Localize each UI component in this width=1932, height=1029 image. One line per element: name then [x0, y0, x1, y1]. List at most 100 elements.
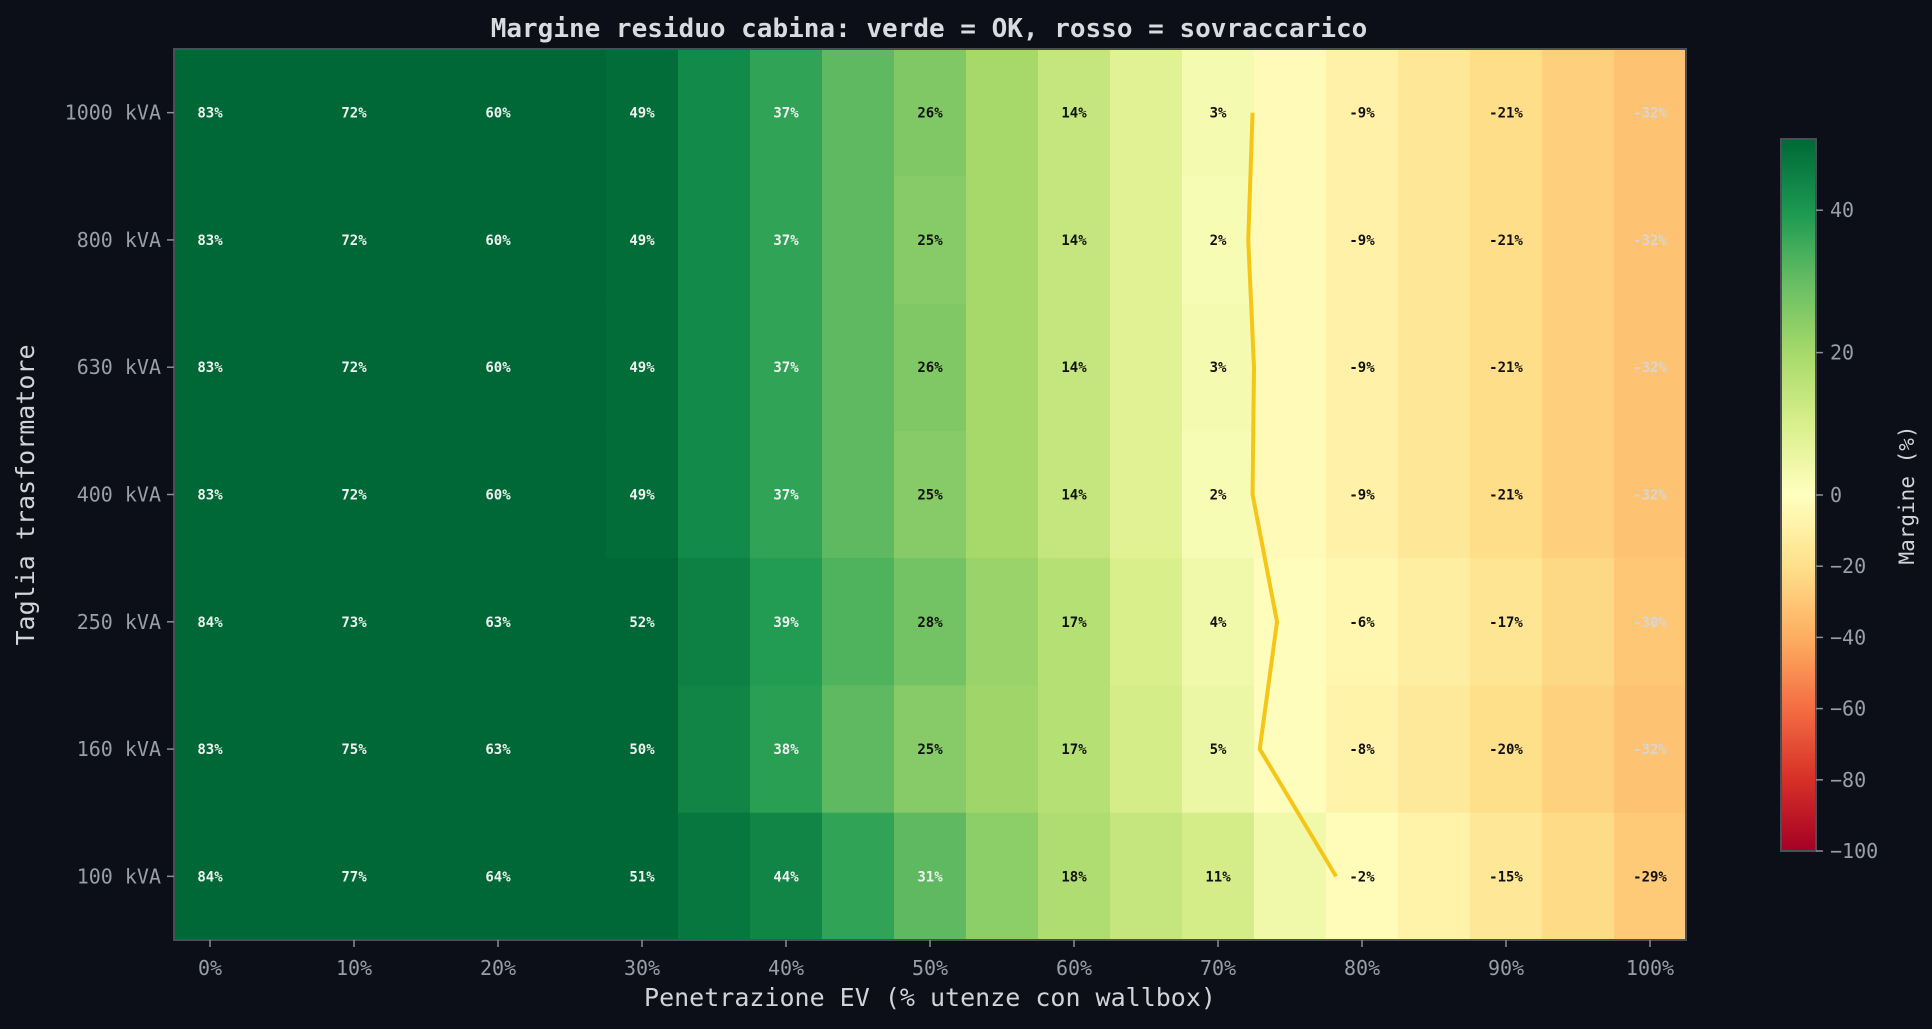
y-tick-label: 800 kVA: [77, 228, 161, 252]
heatmap-cell: [318, 176, 391, 305]
heatmap-cell: [1614, 812, 1687, 941]
cell-value-label: -21%: [1489, 106, 1523, 122]
heatmap-cell: [174, 430, 247, 559]
heatmap-cell: [1038, 303, 1111, 432]
heatmap-cell: [534, 558, 607, 686]
heatmap-cell: [894, 685, 967, 814]
heatmap-cell: [606, 303, 679, 432]
cell-value-label: 37%: [773, 106, 799, 122]
cell-value-label: -2%: [1349, 869, 1375, 885]
heatmap-cell: [894, 430, 967, 559]
y-tick-label: 1000 kVA: [65, 101, 161, 125]
heatmap-cell: [462, 685, 535, 814]
heatmap-cell: [822, 176, 895, 305]
heatmap-cell: [750, 685, 823, 814]
heatmap-cell: [246, 49, 319, 177]
cell-value-label: -8%: [1349, 742, 1375, 758]
cell-value-label: -30%: [1633, 615, 1667, 631]
cell-value-label: 3%: [1210, 106, 1227, 122]
colorbar-label: Margine (%): [1895, 425, 1919, 564]
heatmap-cell: [1254, 812, 1327, 941]
heatmap-cell: [1182, 176, 1255, 305]
heatmap-cell: [678, 558, 751, 686]
heatmap-cell: [1326, 303, 1399, 432]
cell-value-label: 72%: [341, 488, 367, 504]
heatmap-cell: [966, 176, 1039, 305]
heatmap-cell: [462, 558, 535, 686]
heatmap-cell: [966, 558, 1039, 686]
heatmap-cell: [1110, 685, 1183, 814]
cell-value-label: -9%: [1349, 488, 1375, 504]
y-tick-label: 250 kVA: [77, 610, 161, 634]
heatmap-cell: [246, 430, 319, 559]
colorbar-tick-label: −40: [1830, 625, 1866, 649]
cell-value-label: 73%: [341, 615, 367, 631]
cell-value-label: 84%: [197, 869, 223, 885]
heatmap-cell: [1542, 558, 1615, 686]
zero-margin-boundary-line: [1246, 112, 1338, 878]
heatmap-cell: [894, 558, 967, 686]
colorbar-tick-label: −100: [1830, 839, 1878, 863]
cell-value-label: -29%: [1633, 869, 1667, 885]
x-tick-label: 10%: [336, 956, 372, 980]
heatmap-cell: [750, 303, 823, 432]
heatmap-cell: [1470, 558, 1543, 686]
x-tick-label: 90%: [1488, 956, 1524, 980]
heatmap-cell: [606, 558, 679, 686]
heatmap-cell: [750, 558, 823, 686]
cell-annotations: 83% 72% 60% 49% 37% 26% 14% 3% -9% -21% -32% 83% 72%…: [197, 106, 1667, 886]
cell-value-label: 83%: [197, 233, 223, 249]
heatmap-cell: [246, 303, 319, 432]
heatmap-cell: [1326, 685, 1399, 814]
cell-value-label: -9%: [1349, 106, 1375, 122]
chart-title: Margine residuo cabina: verde = OK, ross…: [491, 14, 1368, 44]
y-tick-label: 630 kVA: [77, 355, 161, 379]
heatmap-cell: [1470, 685, 1543, 814]
y-axis-label: Taglia trasformatore: [11, 344, 40, 645]
heatmap-cell: [1614, 685, 1687, 814]
heatmap-cell: [678, 303, 751, 432]
heatmap-cell: [1110, 176, 1183, 305]
heatmap-cell: [1182, 49, 1255, 177]
x-tick-label: 100%: [1626, 956, 1674, 980]
cell-value-label: 37%: [773, 360, 799, 376]
colorbar: [1780, 138, 1817, 852]
cell-value-label: 63%: [485, 742, 511, 758]
heatmap-cell: [966, 685, 1039, 814]
cell-value-label: 5%: [1210, 742, 1227, 758]
cell-value-label: 37%: [773, 233, 799, 249]
heatmap-cell: [822, 558, 895, 686]
heatmap-cell: [318, 303, 391, 432]
colorbar-tick-label: −80: [1830, 768, 1866, 792]
heatmap-cell: [1614, 430, 1687, 559]
x-tick-label: 40%: [768, 956, 804, 980]
cell-value-label: 50%: [629, 742, 655, 758]
cell-value-label: 83%: [197, 488, 223, 504]
heatmap-cell: [1614, 303, 1687, 432]
cell-value-label: 18%: [1061, 869, 1087, 885]
cell-value-label: 83%: [197, 106, 223, 122]
heatmap-cell: [318, 558, 391, 686]
heatmap-cell: [318, 812, 391, 941]
heatmap-cell: [1038, 685, 1111, 814]
cell-value-label: 14%: [1061, 106, 1087, 122]
x-tick-label: 50%: [912, 956, 948, 980]
heatmap-cell: [1326, 49, 1399, 177]
heatmap-cell: [1110, 49, 1183, 177]
heatmap-cell: [1110, 303, 1183, 432]
cell-value-label: -21%: [1489, 233, 1523, 249]
heatmap-cell: [174, 176, 247, 305]
heatmap-cell: [894, 812, 967, 941]
heatmap-cell: [1038, 430, 1111, 559]
colorbar-tick-label: 40: [1830, 198, 1854, 222]
cell-value-label: -21%: [1489, 360, 1523, 376]
heatmap-cell: [246, 812, 319, 941]
heatmap-cell: [1470, 430, 1543, 559]
heatmap-cell: [462, 430, 535, 559]
y-tick-label: 100 kVA: [77, 864, 161, 888]
heatmap-cell: [318, 430, 391, 559]
heatmap-cell: [390, 176, 463, 305]
cell-value-label: 64%: [485, 869, 511, 885]
cell-value-label: -32%: [1633, 233, 1667, 249]
heatmap-cell: [1542, 685, 1615, 814]
